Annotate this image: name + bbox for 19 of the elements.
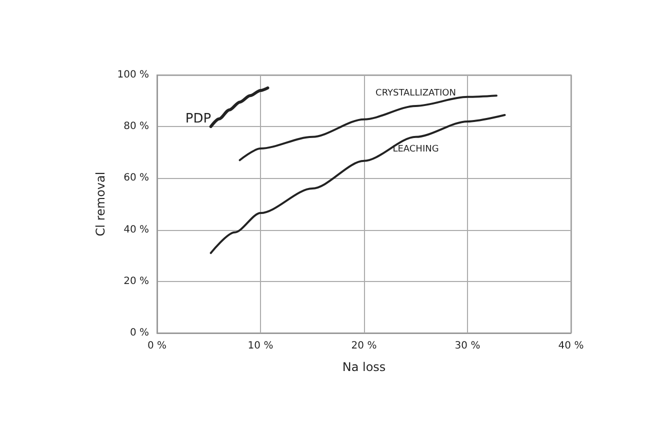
y-tick-label: 80 % bbox=[124, 121, 149, 132]
y-tick-label: 60 % bbox=[124, 172, 149, 184]
line-series bbox=[209, 86, 270, 128]
y-tick-label: 20 % bbox=[124, 276, 149, 287]
line-series bbox=[210, 114, 506, 254]
x-tick-label: 20 % bbox=[351, 340, 377, 352]
x-tick-label: 0 % bbox=[147, 340, 167, 352]
series-label: PDP bbox=[185, 111, 212, 126]
series-label: CRYSTALLIZATION bbox=[376, 88, 456, 98]
y-tick-label: 40 % bbox=[124, 224, 149, 236]
line-series bbox=[238, 94, 498, 162]
x-axis-title: Na loss bbox=[342, 360, 386, 374]
y-tick-label: 100 % bbox=[117, 70, 149, 80]
x-tick-label: 30 % bbox=[454, 340, 480, 352]
y-tick-label: 0 % bbox=[130, 328, 149, 338]
x-tick-label: 10 % bbox=[248, 340, 274, 352]
x-tick-label: 40 % bbox=[558, 340, 584, 352]
series-label: LEACHING bbox=[392, 144, 439, 154]
y-axis-title: Cl removal bbox=[93, 172, 108, 236]
